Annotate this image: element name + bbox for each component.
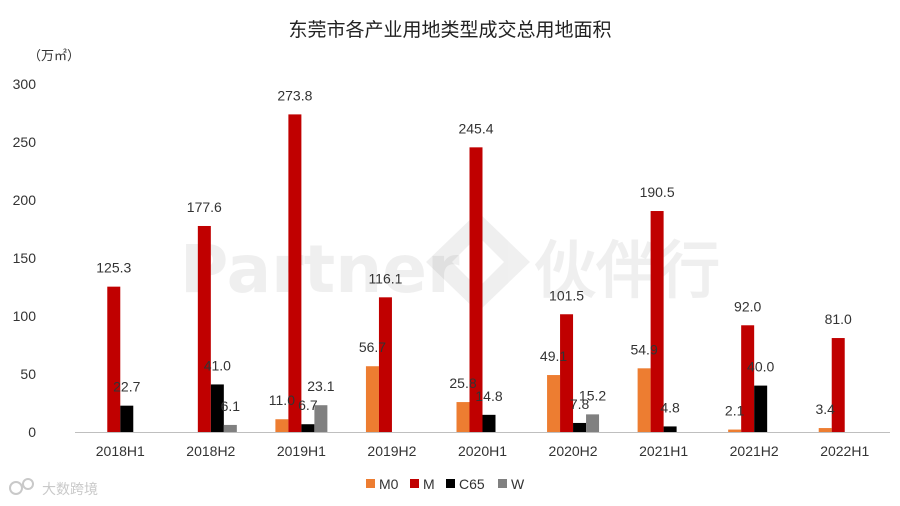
x-tick-label: 2021H2 — [730, 443, 779, 459]
chart-title: 东莞市各产业用地类型成交总用地面积 — [288, 19, 611, 41]
data-label: 23.1 — [307, 378, 334, 394]
y-unit-label: （万㎡） — [28, 49, 80, 64]
bar-m0-2021h2 — [728, 429, 742, 432]
y-tick-label: 150 — [13, 250, 37, 266]
data-label: 177.6 — [187, 199, 222, 215]
data-label: 54.9 — [630, 341, 657, 357]
legend-label-m: M — [423, 476, 435, 492]
y-tick-label: 200 — [13, 192, 37, 208]
data-label: 81.0 — [825, 311, 852, 327]
value-labels: 125.3 22.7 177.6 41.0 6.1 11.0 273.8 6.7 23.1 56.… — [96, 87, 852, 418]
bar-m0-2020h1 — [456, 402, 470, 432]
data-label: 49.1 — [540, 348, 567, 364]
legend-swatch-m — [410, 479, 419, 488]
data-label: 25.8 — [449, 375, 476, 391]
y-axis-ticks: 0 50 100 150 200 250 300 — [13, 76, 37, 440]
bar-m-2021h1 — [650, 211, 664, 432]
bar-m0-2022h1 — [818, 428, 832, 432]
data-label: 11.0 — [269, 392, 295, 408]
watermark: Partner 伙伴行 — [180, 212, 720, 312]
data-label: 273.8 — [277, 87, 312, 103]
data-label: 190.5 — [640, 184, 675, 200]
data-label: 101.5 — [549, 287, 584, 303]
data-label: 6.1 — [221, 398, 241, 414]
bar-c65-2018h2 — [210, 384, 224, 432]
y-tick-label: 0 — [28, 424, 36, 440]
bar-m0-2019h2 — [365, 366, 379, 432]
y-tick-label: 250 — [13, 134, 37, 150]
bar-m-2020h2 — [560, 314, 574, 432]
watermark-latin: Partner — [180, 231, 460, 308]
y-tick-label: 50 — [20, 366, 36, 382]
data-label: 92.0 — [734, 298, 761, 314]
data-label: 7.8 — [570, 396, 590, 412]
legend-swatch-c65 — [446, 479, 455, 488]
bar-m-2018h2 — [197, 225, 211, 432]
x-tick-label: 2019H2 — [367, 443, 416, 459]
data-label: 2.1 — [725, 403, 745, 419]
data-label: 15.2 — [579, 387, 606, 403]
x-axis-ticks: 2018H1 2018H2 2019H1 2019H2 2020H1 2020H2 2021… — [96, 443, 870, 459]
data-label: 3.4 — [815, 401, 835, 417]
bar-m-2020h1 — [469, 147, 483, 432]
data-label: 245.4 — [458, 120, 493, 136]
bar-c65-2021h1 — [663, 426, 677, 432]
ds-logo-icon — [9, 478, 34, 495]
data-label: 41.0 — [204, 357, 231, 373]
data-label: 56.7 — [359, 339, 386, 355]
data-label: 4.8 — [660, 399, 680, 415]
data-label: 14.8 — [475, 388, 502, 404]
legend-swatch-w — [498, 479, 507, 488]
x-tick-label: 2020H2 — [549, 443, 598, 459]
legend-label-m0: M0 — [379, 476, 399, 492]
data-label: 22.7 — [113, 379, 140, 395]
x-tick-label: 2018H1 — [96, 443, 145, 459]
y-tick-label: 300 — [13, 76, 37, 92]
footer-brand-text: 大数跨境 — [42, 482, 98, 498]
bar-c65-2018h1 — [120, 405, 134, 432]
bar-c65-2020h2 — [573, 422, 587, 432]
bar-w-2018h2 — [223, 424, 237, 432]
legend: M0 M C65 W — [366, 476, 525, 492]
bar-w-2019h1 — [314, 405, 328, 432]
legend-label-c65: C65 — [459, 476, 485, 492]
y-tick-label: 100 — [13, 308, 37, 324]
legend-swatch-m0 — [366, 479, 375, 488]
bar-m-2019h2 — [378, 297, 392, 432]
x-tick-label: 2022H1 — [820, 443, 869, 459]
bar-m0-2021h1 — [637, 368, 651, 432]
bar-c65-2019h1 — [301, 424, 315, 432]
data-label: 40.0 — [747, 359, 774, 375]
footer-brand: 大数跨境 — [9, 478, 98, 498]
bar-m0-2020h2 — [547, 375, 561, 432]
x-tick-label: 2019H1 — [277, 443, 326, 459]
bar-m-2019h1 — [288, 114, 302, 432]
x-tick-label: 2018H2 — [186, 443, 235, 459]
data-label: 116.1 — [368, 270, 402, 286]
bar-m-2021h2 — [741, 325, 755, 432]
bar-m0-2019h1 — [275, 419, 289, 432]
x-tick-label: 2021H1 — [639, 443, 688, 459]
x-tick-label: 2020H1 — [458, 443, 507, 459]
legend-label-w: W — [511, 476, 525, 492]
bar-c65-2021h2 — [754, 385, 768, 432]
bar-m-2022h1 — [831, 338, 845, 432]
bar-m-2018h1 — [107, 286, 121, 432]
data-label: 6.7 — [298, 397, 318, 413]
bar-w-2020h2 — [586, 414, 600, 432]
data-label: 125.3 — [96, 260, 131, 276]
bar-c65-2020h1 — [482, 414, 496, 432]
bars — [107, 114, 845, 432]
watermark-cn: 伙伴行 — [534, 234, 720, 307]
